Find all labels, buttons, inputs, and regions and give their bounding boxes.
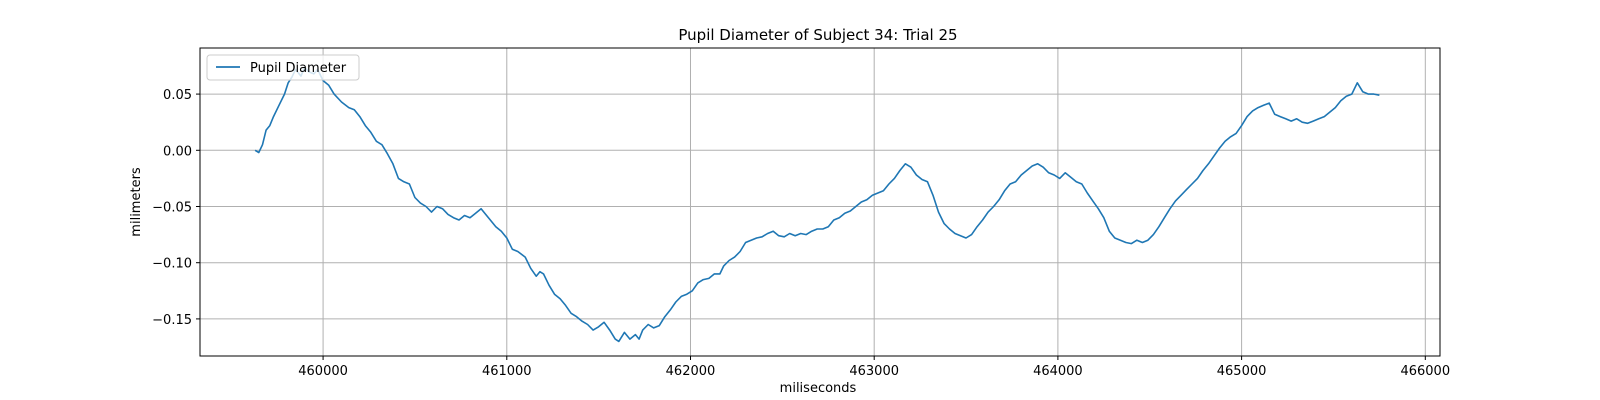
- x-axis-ticks: 460000 461000 462000 463000 464000 465000 4660…: [298, 356, 1450, 379]
- series-layer: [254, 66, 1380, 343]
- y-axis-ticks: 0.05 0.00 −0.05 −0.10 −0.15: [152, 88, 200, 328]
- x-tick-label: 460000: [298, 364, 348, 379]
- x-tick-label: 461000: [482, 364, 532, 379]
- y-tick-label: −0.10: [152, 257, 192, 272]
- x-tick-label: 463000: [849, 364, 899, 379]
- x-gridlines: [322, 48, 1426, 356]
- plot-frame: [199, 47, 1441, 357]
- y-tick-label: 0.05: [163, 88, 192, 103]
- chart-title: Pupil Diameter of Subject 34: Trial 25: [678, 26, 957, 44]
- y-gridlines: [200, 93, 1440, 320]
- series-line-pupil-diameter: [254, 66, 1380, 343]
- x-tick-label: 466000: [1400, 364, 1450, 379]
- plot-area: [200, 48, 1440, 356]
- legend-label-pupil-diameter: Pupil Diameter: [250, 61, 347, 76]
- y-tick-label: 0.00: [163, 144, 192, 159]
- x-tick-label: 465000: [1217, 364, 1267, 379]
- y-tick-label: −0.05: [152, 200, 192, 215]
- legend: Pupil Diameter: [206, 54, 360, 81]
- x-axis-label: miliseconds: [780, 381, 857, 396]
- y-axis-label: milimeters: [129, 167, 144, 237]
- x-tick-label: 464000: [1033, 364, 1083, 379]
- x-tick-label: 462000: [666, 364, 716, 379]
- legend-box: [206, 54, 360, 81]
- y-tick-label: −0.15: [152, 313, 192, 328]
